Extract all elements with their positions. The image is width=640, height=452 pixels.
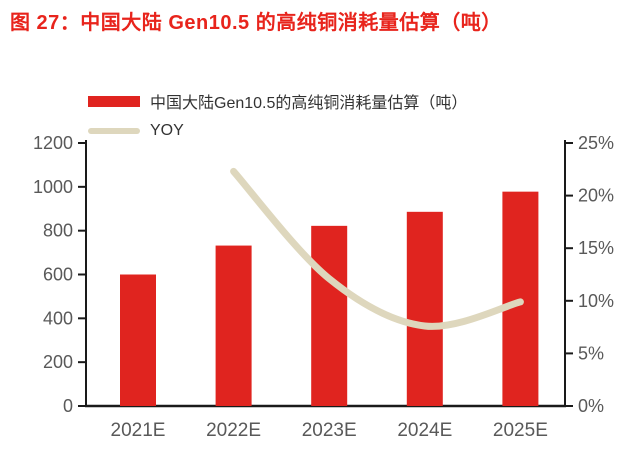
right-axis-tick-label: 5%: [578, 343, 604, 363]
figure-title: 图 27：中国大陆 Gen10.5 的高纯铜消耗量估算（吨）: [10, 12, 502, 34]
bar-2022E: [215, 245, 252, 406]
x-axis-category-label: 2021E: [111, 420, 166, 441]
yoy-line-swatch: [88, 128, 140, 134]
left-axis-tick-label: 1200: [33, 133, 73, 153]
bar-2023E: [311, 225, 348, 406]
left-axis-tick-label: 600: [43, 265, 73, 285]
bar-2021E: [120, 274, 156, 406]
right-axis-tick-label: 25%: [578, 133, 614, 153]
x-axis-category-label: 2024E: [397, 420, 452, 441]
right-axis-tick-label: 0%: [578, 396, 604, 416]
left-axis-tick-label: 1000: [33, 177, 73, 197]
right-axis-tick-label: 15%: [578, 238, 614, 258]
left-axis-tick-label: 800: [43, 221, 73, 241]
chart-legend: 中国大陆Gen10.5的高纯铜消耗量估算（吨） YOY: [88, 90, 467, 142]
left-axis-tick-label: 0: [63, 396, 73, 416]
yoy-line: [230, 167, 524, 330]
x-axis-category-label: 2025E: [493, 420, 548, 441]
legend-item-bar-series: 中国大陆Gen10.5的高纯铜消耗量估算（吨）: [88, 90, 467, 112]
yoy-series-label: YOY: [150, 122, 184, 139]
right-axis-tick-label: 20%: [578, 186, 614, 206]
right-axis-tick-label: 10%: [578, 291, 614, 311]
bar-series-label: 中国大陆Gen10.5的高纯铜消耗量估算（吨）: [150, 95, 468, 112]
x-axis-category-label: 2023E: [302, 420, 357, 441]
bar-series-swatch: [88, 95, 140, 107]
x-axis-category-label: 2022E: [206, 420, 261, 441]
left-axis-tick-label: 400: [43, 308, 73, 328]
bar-2024E: [406, 211, 443, 406]
left-axis-tick-label: 200: [43, 352, 73, 372]
legend-item-yoy-series: YOY: [88, 120, 467, 142]
